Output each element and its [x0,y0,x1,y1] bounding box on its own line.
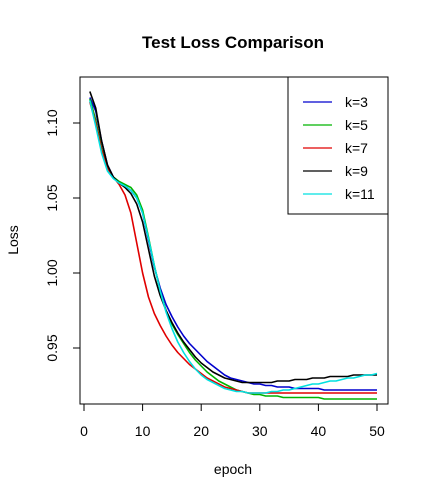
x-tick-label: 10 [135,423,151,439]
y-tick-label: 1.00 [44,259,60,286]
legend-label: k=11 [345,186,375,202]
y-tick-label: 1.10 [44,109,60,136]
legend-label: k=3 [345,94,368,110]
series-line-k-11 [89,100,378,394]
y-tick-label: 1.05 [44,184,60,211]
legend-label: k=9 [345,163,368,179]
x-tick-label: 0 [80,423,88,439]
chart-title: Test Loss Comparison [142,33,324,52]
x-axis-label: epoch [214,461,252,477]
y-axis-label: Loss [5,225,21,255]
x-tick-label: 40 [311,423,327,439]
legend-box [287,76,389,215]
legend-label: k=7 [345,140,368,156]
series-layer [89,91,378,400]
series-line-k-7 [89,101,377,394]
x-tick-label: 20 [193,423,209,439]
x-tick-label: 50 [369,423,385,439]
legend-label: k=5 [345,117,368,133]
x-tick-label: 30 [252,423,268,439]
y-axis: 0.95 1.00 1.05 1.10 [44,109,81,362]
series-line-k-9 [89,91,377,384]
legend: k=3 k=5 k=7 k=9 k=11 [287,76,389,215]
y-tick-label: 0.95 [44,334,60,361]
x-axis: 0 10 20 30 40 50 [80,403,385,439]
